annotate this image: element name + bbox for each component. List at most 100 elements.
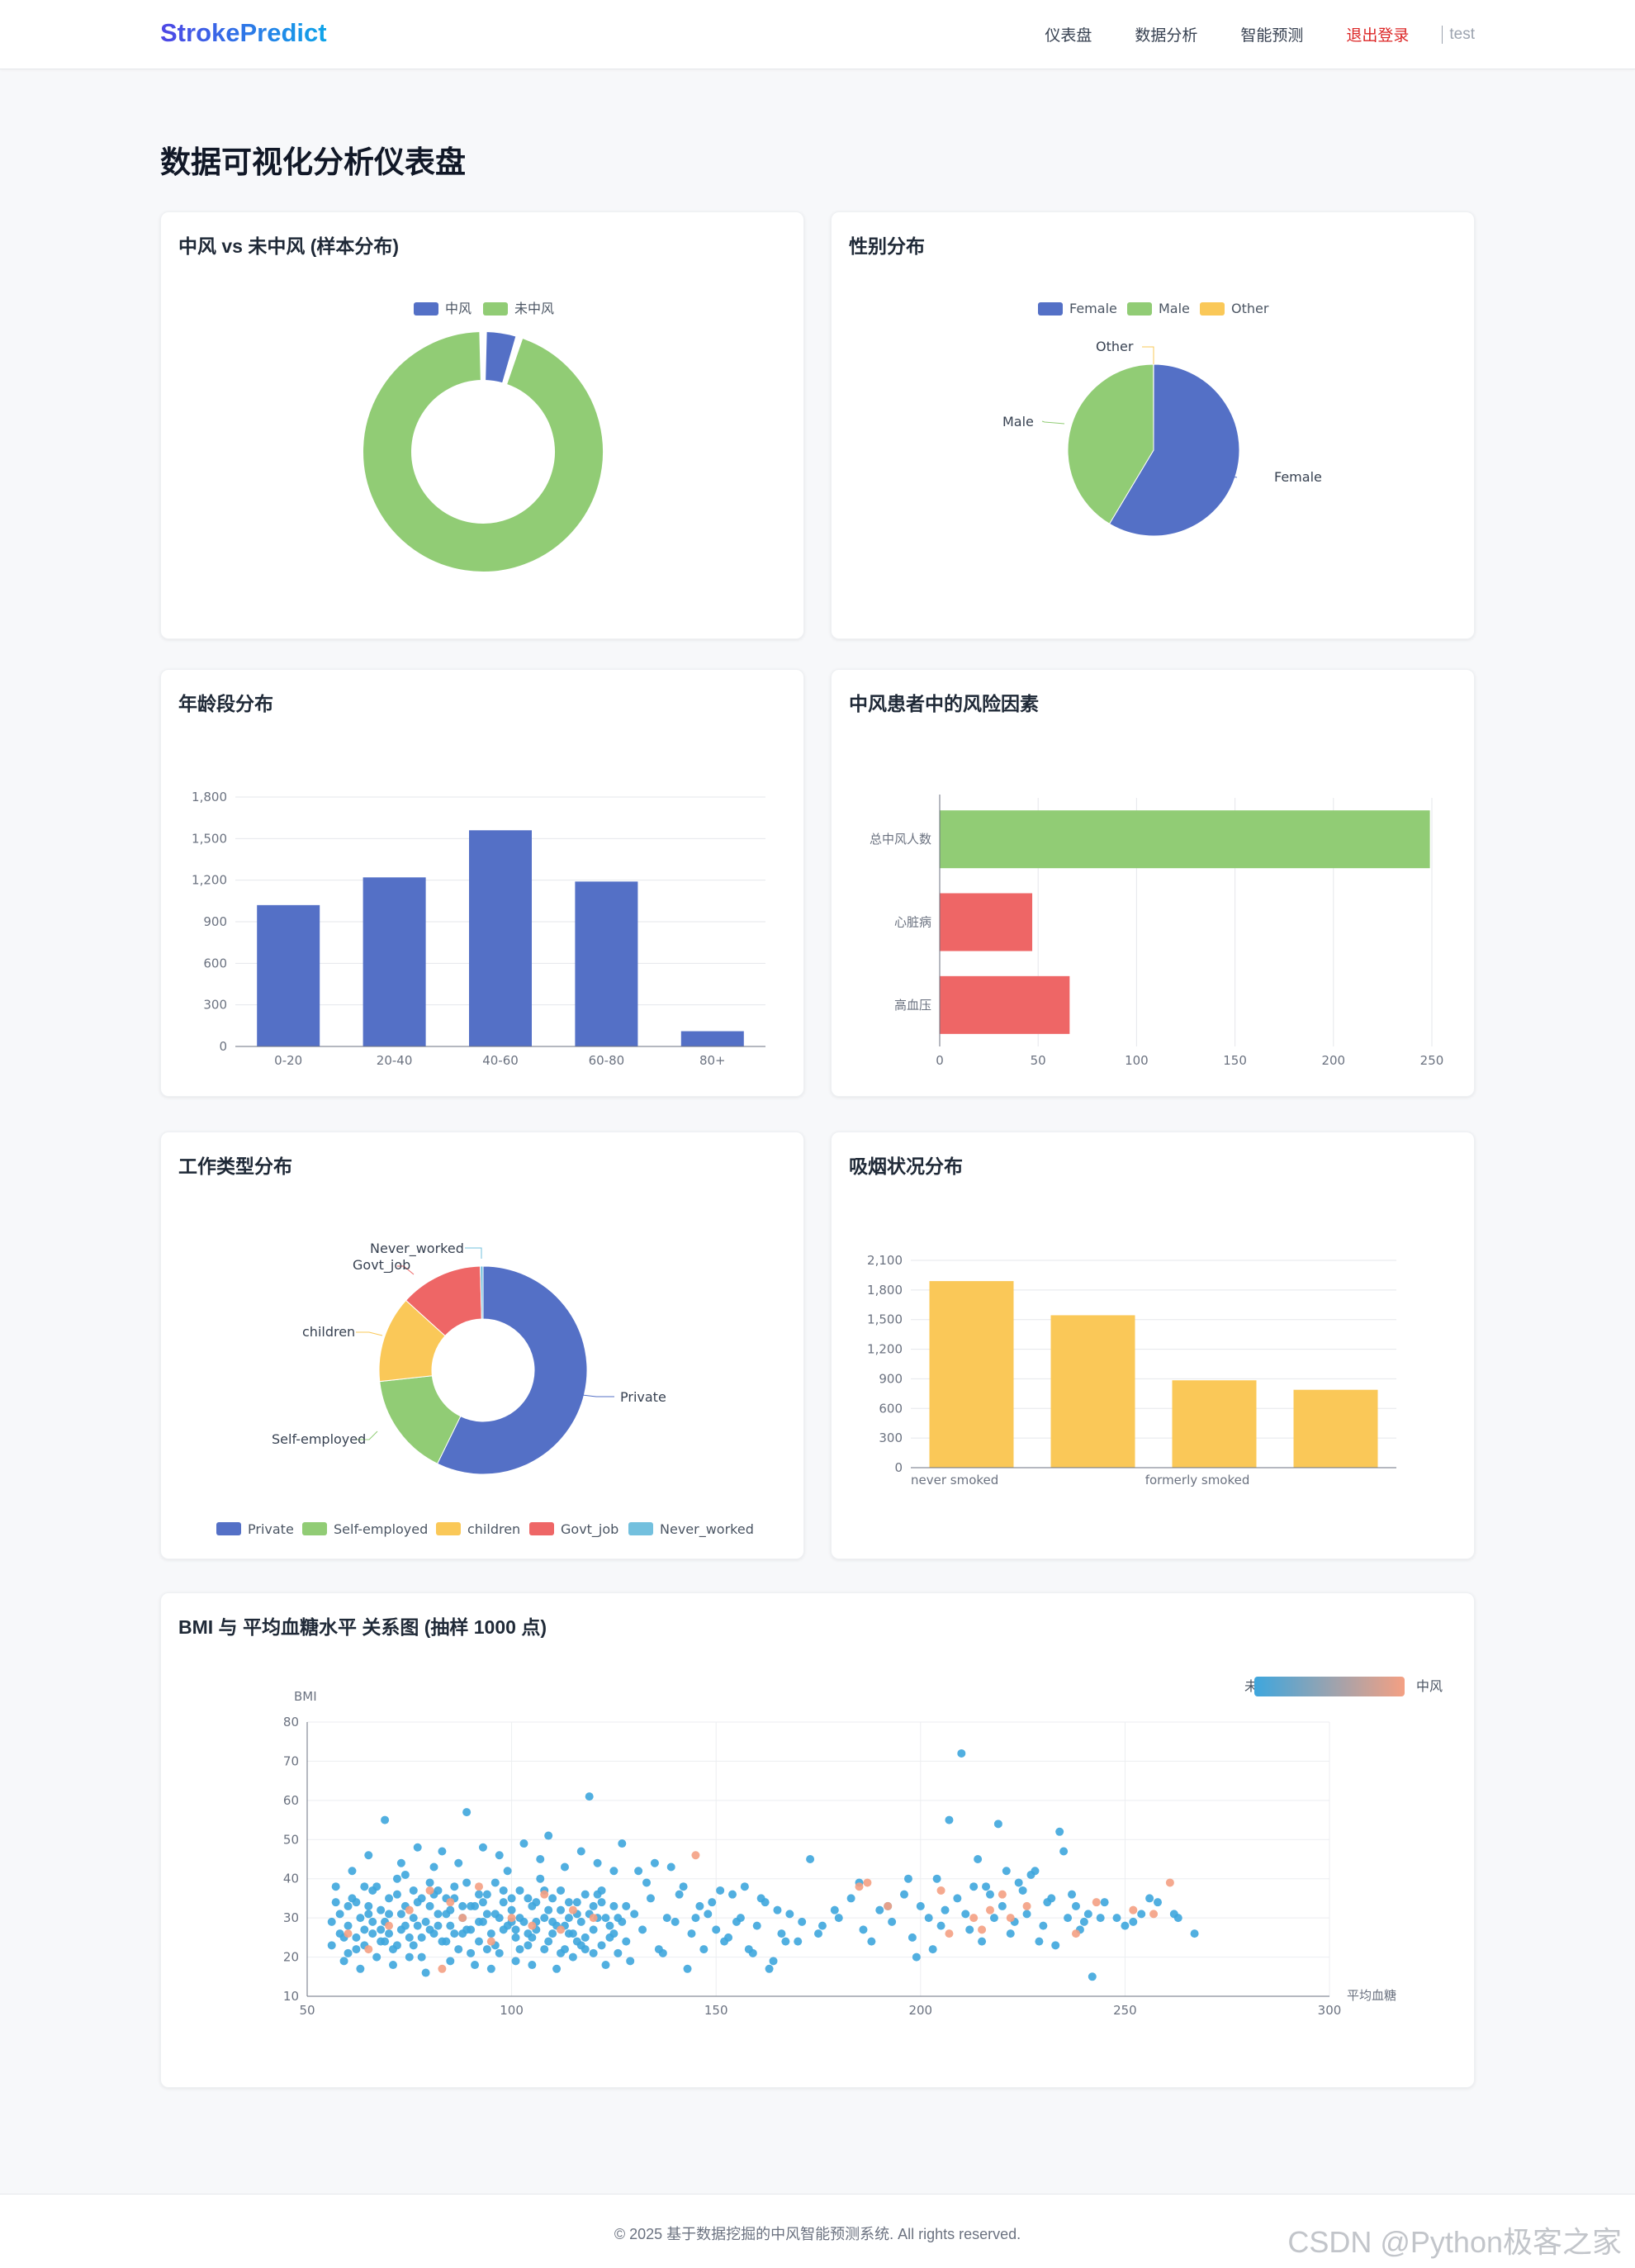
point-no-stroke[interactable] [794, 1937, 803, 1946]
point-no-stroke[interactable] [1121, 1921, 1130, 1930]
point-no-stroke[interactable] [691, 1914, 700, 1923]
point-no-stroke[interactable] [364, 1910, 373, 1919]
point-stroke[interactable] [969, 1914, 979, 1923]
point-no-stroke[interactable] [536, 1874, 545, 1883]
point-no-stroke[interactable] [499, 1925, 508, 1934]
point-no-stroke[interactable] [716, 1886, 725, 1895]
point-stroke[interactable] [557, 1925, 566, 1934]
point-no-stroke[interactable] [519, 1839, 528, 1848]
brand-logo[interactable]: StrokePredict [160, 18, 327, 47]
point-no-stroke[interactable] [381, 1815, 390, 1824]
point-no-stroke[interactable] [675, 1890, 684, 1899]
point-no-stroke[interactable] [908, 1933, 917, 1942]
legend-swatch-never-worked[interactable] [628, 1522, 653, 1535]
point-no-stroke[interactable] [601, 1914, 610, 1923]
point-no-stroke[interactable] [564, 1914, 573, 1923]
donut-slice-0[interactable] [436, 1265, 588, 1475]
point-no-stroke[interactable] [381, 1937, 390, 1946]
point-no-stroke[interactable] [1068, 1890, 1077, 1899]
point-no-stroke[interactable] [601, 1961, 610, 1970]
point-no-stroke[interactable] [560, 1862, 569, 1872]
point-no-stroke[interactable] [683, 1964, 692, 1973]
point-no-stroke[interactable] [912, 1952, 921, 1962]
point-no-stroke[interactable] [953, 1894, 962, 1903]
point-no-stroke[interactable] [589, 1948, 598, 1957]
legend-swatch-no-stroke[interactable] [483, 302, 508, 316]
point-no-stroke[interactable] [364, 1901, 373, 1910]
point-no-stroke[interactable] [859, 1925, 868, 1934]
point-no-stroke[interactable] [576, 1847, 585, 1856]
point-no-stroke[interactable] [662, 1914, 671, 1923]
point-stroke[interactable] [1092, 1898, 1101, 1907]
point-no-stroke[interactable] [1190, 1929, 1199, 1938]
point-no-stroke[interactable] [471, 1961, 480, 1970]
point-no-stroke[interactable] [1022, 1910, 1031, 1919]
point-no-stroke[interactable] [1006, 1929, 1015, 1938]
point-no-stroke[interactable] [1071, 1901, 1080, 1910]
bar-3[interactable] [1293, 1389, 1378, 1468]
point-no-stroke[interactable] [446, 1921, 455, 1930]
point-no-stroke[interactable] [945, 1815, 954, 1824]
point-no-stroke[interactable] [666, 1862, 675, 1872]
point-no-stroke[interactable] [327, 1917, 336, 1926]
point-no-stroke[interactable] [834, 1914, 843, 1923]
point-no-stroke[interactable] [1026, 1870, 1036, 1879]
point-no-stroke[interactable] [425, 1901, 434, 1910]
point-no-stroke[interactable] [993, 1820, 1002, 1829]
point-no-stroke[interactable] [875, 1905, 884, 1915]
point-no-stroke[interactable] [515, 1945, 524, 1954]
point-no-stroke[interactable] [814, 1929, 822, 1938]
point-no-stroke[interactable] [490, 1878, 500, 1887]
point-no-stroke[interactable] [1014, 1878, 1023, 1887]
donut-slice-1[interactable] [362, 330, 605, 573]
point-no-stroke[interactable] [548, 1894, 557, 1903]
point-stroke[interactable] [568, 1905, 577, 1915]
point-no-stroke[interactable] [392, 1890, 401, 1899]
point-no-stroke[interactable] [1154, 1898, 1163, 1907]
bar-2[interactable] [940, 975, 1070, 1034]
point-no-stroke[interactable] [903, 1874, 912, 1883]
point-no-stroke[interactable] [467, 1948, 476, 1957]
point-stroke[interactable] [978, 1925, 987, 1934]
point-no-stroke[interactable] [1096, 1914, 1105, 1923]
point-no-stroke[interactable] [372, 1952, 382, 1962]
legend-swatch-self-employed[interactable] [302, 1522, 327, 1535]
point-stroke[interactable] [998, 1890, 1007, 1899]
nav-link-logout[interactable]: 退出登录 [1346, 27, 1410, 45]
point-stroke[interactable] [1165, 1878, 1174, 1887]
point-no-stroke[interactable] [396, 1858, 405, 1867]
point-stroke[interactable] [863, 1878, 872, 1887]
point-no-stroke[interactable] [597, 1941, 606, 1950]
point-no-stroke[interactable] [507, 1905, 516, 1915]
point-no-stroke[interactable] [752, 1921, 761, 1930]
point-no-stroke[interactable] [434, 1921, 443, 1930]
point-no-stroke[interactable] [364, 1851, 373, 1860]
point-no-stroke[interactable] [597, 1898, 606, 1907]
point-no-stroke[interactable] [511, 1933, 520, 1942]
legend-swatch-private[interactable] [216, 1522, 241, 1535]
point-no-stroke[interactable] [609, 1867, 618, 1876]
bar-3[interactable] [575, 881, 638, 1046]
point-no-stroke[interactable] [769, 1957, 778, 1966]
point-no-stroke[interactable] [356, 1914, 365, 1923]
point-no-stroke[interactable] [687, 1929, 696, 1938]
point-no-stroke[interactable] [352, 1933, 361, 1942]
point-no-stroke[interactable] [961, 1910, 970, 1919]
point-no-stroke[interactable] [515, 1914, 524, 1923]
point-no-stroke[interactable] [417, 1894, 426, 1903]
point-no-stroke[interactable] [916, 1901, 925, 1910]
point-no-stroke[interactable] [438, 1847, 447, 1856]
donut-slice-0[interactable] [484, 330, 518, 385]
point-no-stroke[interactable] [728, 1890, 737, 1899]
point-no-stroke[interactable] [405, 1933, 414, 1942]
point-no-stroke[interactable] [626, 1957, 635, 1966]
point-stroke[interactable] [945, 1929, 954, 1938]
point-no-stroke[interactable] [646, 1894, 655, 1903]
legend-swatch-other[interactable] [1200, 302, 1225, 316]
point-no-stroke[interactable] [474, 1937, 483, 1946]
point-no-stroke[interactable] [434, 1910, 443, 1919]
point-no-stroke[interactable] [936, 1921, 945, 1930]
point-no-stroke[interactable] [989, 1914, 998, 1923]
legend-swatch-stroke[interactable] [414, 302, 438, 316]
point-no-stroke[interactable] [867, 1937, 876, 1946]
